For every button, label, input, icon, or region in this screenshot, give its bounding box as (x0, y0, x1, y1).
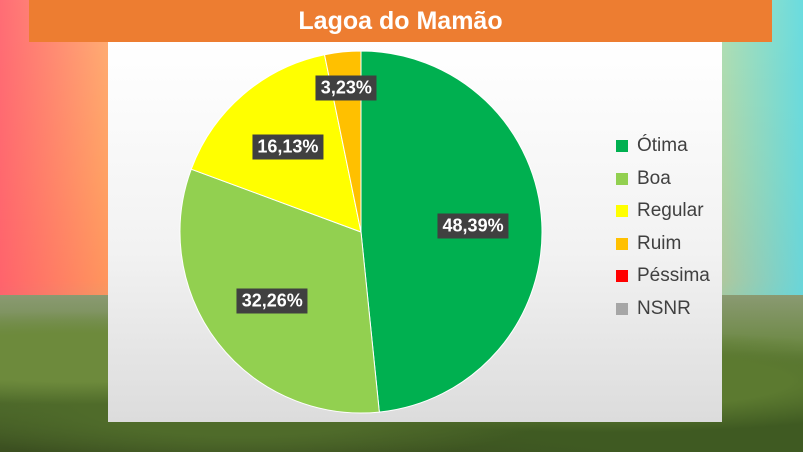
title-bar: Lagoa do Mamão (29, 0, 772, 42)
data-label-otima: 48,39% (437, 213, 509, 239)
legend-item-ruim: Ruim (616, 228, 710, 261)
chart-title: Lagoa do Mamão (298, 6, 503, 35)
legend-swatch (616, 302, 628, 315)
legend-label: Regular (637, 200, 704, 222)
legend: Ótima Boa Regular Ruim Péssima NSNR (616, 130, 710, 325)
data-label-ruim: 3,23% (315, 75, 377, 101)
data-label-boa: 32,26% (236, 288, 308, 314)
legend-swatch (616, 205, 628, 218)
legend-item-pessima: Péssima (616, 260, 710, 293)
legend-label: Ruim (637, 232, 682, 254)
legend-label: Ótima (637, 135, 688, 157)
legend-swatch (616, 140, 628, 153)
legend-swatch (616, 237, 628, 250)
legend-item-nsnr: NSNR (616, 293, 710, 326)
legend-label: Péssima (637, 265, 710, 287)
legend-item-regular: Regular (616, 195, 710, 228)
legend-label: Boa (637, 167, 671, 189)
legend-item-boa: Boa (616, 163, 710, 196)
chart-panel: 48,39% 32,26% 16,13% 3,23% Ótima Boa Regular R… (108, 42, 722, 422)
data-label-regular: 16,13% (252, 134, 324, 160)
legend-label: NSNR (637, 297, 691, 319)
legend-item-otima: Ótima (616, 130, 710, 163)
legend-swatch (616, 270, 628, 283)
legend-swatch (616, 172, 628, 185)
